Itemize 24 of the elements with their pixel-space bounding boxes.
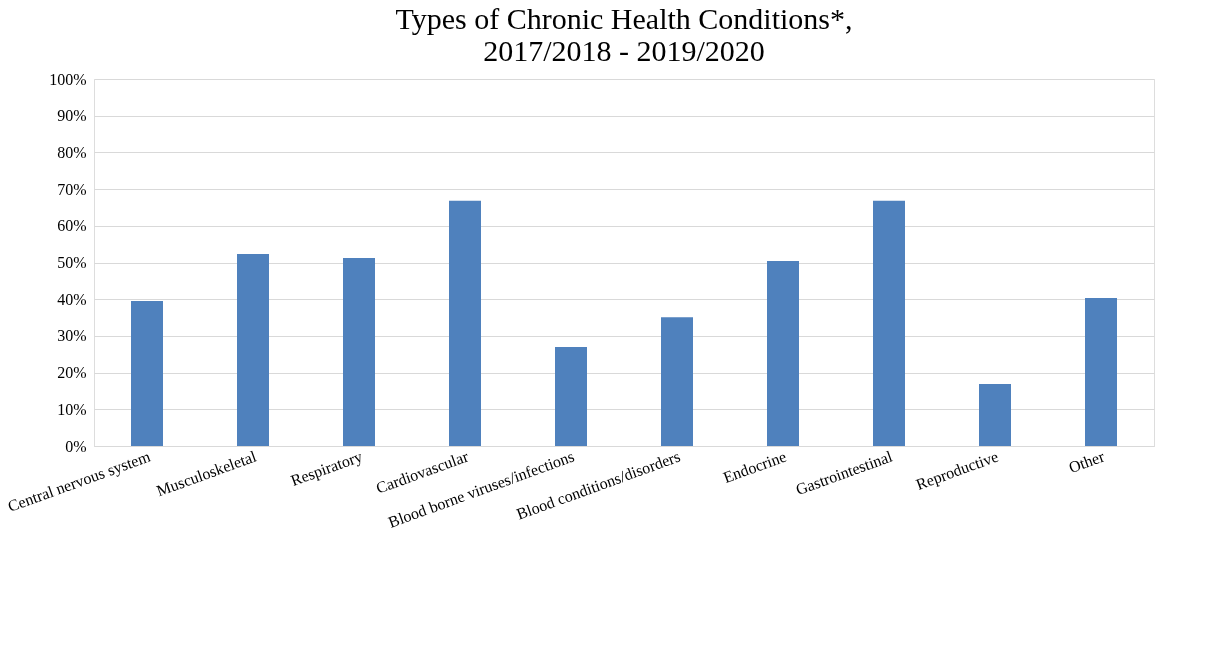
text: Types of Chronic Health Conditions*,: [395, 2, 853, 35]
bar: [1085, 298, 1117, 446]
y-tick-label: 40%: [57, 290, 87, 308]
y-tick-label: 90%: [57, 107, 87, 125]
y-tick-label: 30%: [57, 327, 87, 345]
y-tick-label: 80%: [57, 143, 87, 161]
y-tick-label: 60%: [57, 217, 87, 235]
bar: [555, 346, 587, 446]
bar: [237, 254, 269, 446]
y-tick-label: 0%: [65, 437, 87, 455]
y-tick-label: 10%: [57, 400, 87, 418]
bar: [449, 200, 481, 446]
y-tick-label: 20%: [57, 364, 87, 382]
y-tick-label: 50%: [57, 254, 87, 271]
y-tick-label: 100%: [49, 70, 87, 88]
text: 2017/2018 - 2019/2020: [483, 34, 765, 67]
bar: [131, 301, 163, 446]
bar: [767, 261, 799, 446]
bar: [661, 317, 693, 446]
bar: [343, 258, 375, 446]
bar: [979, 383, 1011, 446]
x-tick-label: Other: [1066, 447, 1108, 476]
y-tick-label: 70%: [57, 180, 87, 198]
bar: [873, 200, 905, 446]
